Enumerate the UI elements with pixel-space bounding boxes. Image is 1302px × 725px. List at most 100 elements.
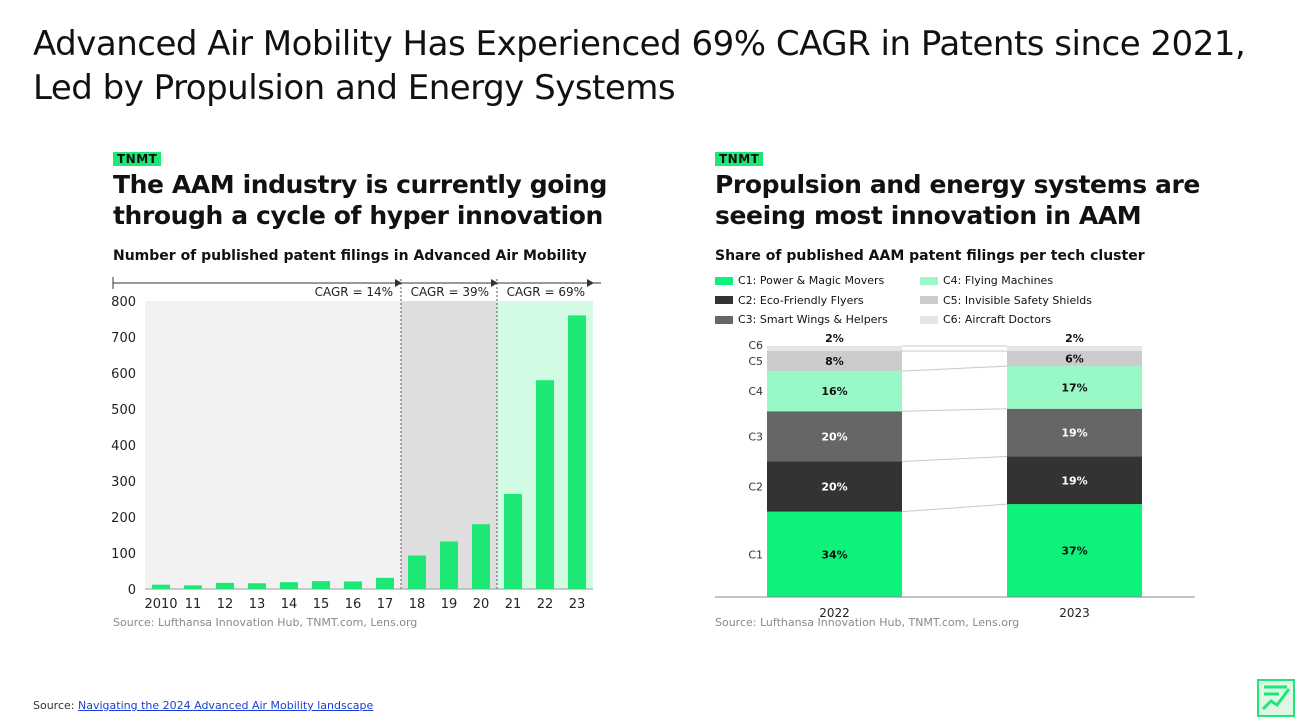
stack-segment bbox=[1007, 408, 1142, 457]
legend-label: C6: Aircraft Doctors bbox=[943, 313, 1052, 326]
legend-label: C4: Flying Machines bbox=[943, 274, 1054, 287]
cluster-label: C2 bbox=[748, 481, 763, 494]
chart-subtitle: Number of published patent filings in Ad… bbox=[113, 248, 587, 264]
bar bbox=[280, 582, 298, 589]
x-tick-label: 2023 bbox=[1059, 606, 1090, 620]
y-tick-label: 700 bbox=[111, 331, 136, 346]
y-tick-label: 500 bbox=[111, 403, 136, 418]
bar bbox=[408, 555, 426, 589]
panel-title-line: The AAM industry is currently going bbox=[113, 170, 608, 199]
x-tick-label: 11 bbox=[185, 597, 202, 612]
patents-panel: TNMT The AAM industry is currently going… bbox=[111, 148, 633, 629]
page-title: Advanced Air Mobility Has Experienced 69… bbox=[33, 24, 1246, 108]
cluster-label: C4 bbox=[748, 385, 763, 398]
stack-segment bbox=[767, 351, 902, 372]
segment-value-label: 8% bbox=[825, 355, 844, 368]
cagr-label: CAGR = 39% bbox=[411, 285, 489, 299]
legend-item: C5: Invisible Safety Shields bbox=[920, 294, 1092, 307]
bar bbox=[344, 581, 362, 589]
legend-label: C3: Smart Wings & Helpers bbox=[738, 313, 888, 326]
segment-value-label: 17% bbox=[1061, 381, 1087, 394]
chart-subtitle: Share of published AAM patent filings pe… bbox=[715, 248, 1145, 264]
cluster-label: C1 bbox=[748, 548, 763, 561]
source-link[interactable]: Navigating the 2024 Advanced Air Mobilit… bbox=[78, 699, 374, 712]
bar bbox=[536, 380, 554, 589]
y-tick-label: 0 bbox=[128, 583, 136, 598]
bar bbox=[248, 583, 266, 589]
brand-logo-icon bbox=[1257, 679, 1295, 717]
stack-segment bbox=[1007, 366, 1142, 409]
bar bbox=[504, 493, 522, 589]
cluster-label: C3 bbox=[748, 430, 763, 443]
cagr-label: CAGR = 14% bbox=[315, 285, 393, 299]
legend-label: C1: Power & Magic Movers bbox=[738, 274, 885, 287]
bar bbox=[312, 581, 330, 589]
legend-swatch bbox=[920, 315, 938, 324]
stack-segment bbox=[1007, 456, 1142, 505]
y-tick-label: 400 bbox=[111, 439, 136, 454]
cluster-stacked-chart: 34% 20% 20% 16% 8% 2% 2022 37% 19% 19% 17% 6% 2% 2023… bbox=[715, 332, 1195, 620]
segment-value-label: 37% bbox=[1061, 545, 1087, 558]
cluster-label: C6 bbox=[748, 339, 763, 352]
connector-line bbox=[901, 408, 1008, 412]
panel-title-line: Propulsion and energy systems are bbox=[715, 170, 1200, 199]
connector-line bbox=[901, 365, 1008, 372]
panel-title-line: seeing most innovation in AAM bbox=[715, 201, 1142, 230]
chart-source: Source: Lufthansa Innovation Hub, TNMT.c… bbox=[715, 616, 1020, 629]
segment-value-label: 19% bbox=[1061, 427, 1087, 440]
clusters-panel: TNMT Propulsion and energy systems are s… bbox=[715, 148, 1235, 629]
stack-segment bbox=[1007, 504, 1142, 597]
stack-segment bbox=[767, 371, 902, 412]
footer-prefix: Source: bbox=[33, 699, 75, 712]
y-tick-label: 100 bbox=[111, 547, 136, 562]
x-tick-label: 16 bbox=[345, 597, 362, 612]
bar bbox=[152, 584, 170, 589]
y-tick-label: 600 bbox=[111, 367, 136, 382]
tnmt-badge: TNMT bbox=[113, 152, 162, 166]
chart-source: Source: Lufthansa Innovation Hub, TNMT.c… bbox=[113, 616, 418, 629]
legend-item: C6: Aircraft Doctors bbox=[920, 313, 1051, 326]
footer-source: Source: Navigating the 2024 Advanced Air… bbox=[33, 699, 373, 712]
x-tick-label: 17 bbox=[377, 597, 394, 612]
tnmt-badge: TNMT bbox=[715, 152, 764, 166]
segment-value-label: 20% bbox=[821, 430, 847, 443]
legend-swatch bbox=[920, 276, 938, 285]
legend-item: C4: Flying Machines bbox=[920, 274, 1053, 287]
x-tick-label: 23 bbox=[569, 597, 586, 612]
cagr-arrowhead bbox=[395, 279, 402, 287]
panel-title: Propulsion and energy systems are seeing… bbox=[715, 169, 1235, 231]
x-tick-label: 12 bbox=[217, 597, 234, 612]
cagr-region bbox=[145, 301, 401, 589]
segment-value-label: 16% bbox=[821, 385, 847, 398]
legend-swatch bbox=[715, 296, 733, 304]
y-tick-label: 800 bbox=[111, 295, 136, 310]
segment-value-label: 19% bbox=[1061, 474, 1087, 487]
bar bbox=[376, 577, 394, 589]
segment-value-label: 34% bbox=[821, 548, 847, 561]
stack-segment bbox=[767, 461, 902, 512]
x-tick-label: 15 bbox=[313, 597, 330, 612]
stack-segment bbox=[767, 411, 902, 462]
x-tick-label: 20 bbox=[473, 597, 490, 612]
connector-line bbox=[901, 503, 1008, 513]
bar bbox=[472, 524, 490, 589]
connector-line bbox=[901, 455, 1008, 462]
bar bbox=[440, 541, 458, 589]
panel-title: The AAM industry is currently going thro… bbox=[113, 169, 633, 231]
x-tick-label: 2010 bbox=[144, 597, 177, 612]
stack-segment bbox=[1007, 346, 1142, 352]
segment-value-label: 2% bbox=[1065, 332, 1084, 345]
x-tick-label: 21 bbox=[505, 597, 522, 612]
x-tick-label: 22 bbox=[537, 597, 554, 612]
stack-segment bbox=[767, 346, 902, 352]
x-tick-label: 18 bbox=[409, 597, 426, 612]
segment-value-label: 20% bbox=[821, 481, 847, 494]
legend-item: C2: Eco-Friendly Flyers bbox=[715, 294, 864, 307]
cagr-arrowhead bbox=[587, 279, 594, 287]
panel-title-line: through a cycle of hyper innovation bbox=[113, 201, 603, 230]
cagr-arrowhead bbox=[491, 279, 498, 287]
x-tick-label: 2022 bbox=[819, 606, 850, 620]
stack-segment bbox=[1007, 351, 1142, 367]
cagr-label: CAGR = 69% bbox=[507, 285, 585, 299]
bar bbox=[216, 582, 234, 589]
